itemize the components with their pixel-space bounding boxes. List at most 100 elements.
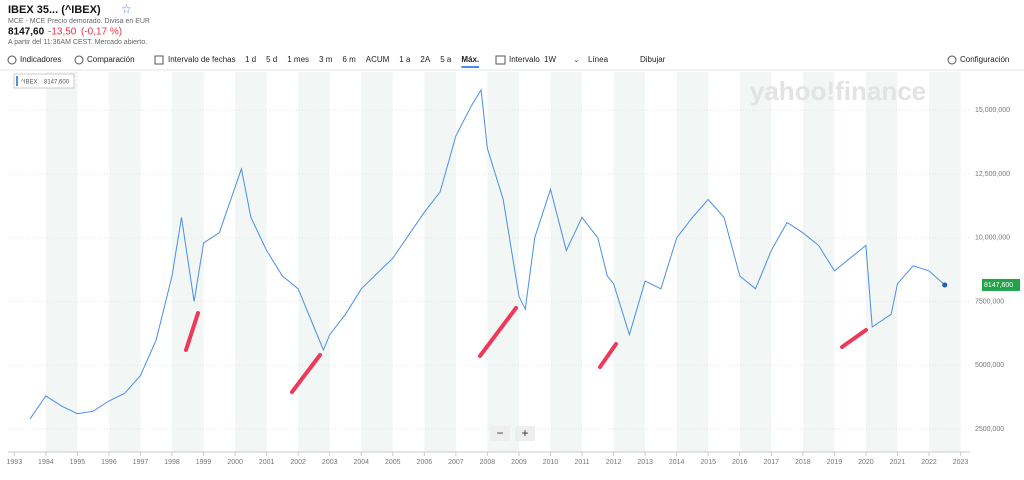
- range-button[interactable]: 2A: [420, 55, 430, 64]
- year-band: [235, 72, 267, 452]
- interval-value[interactable]: 1W: [544, 55, 556, 64]
- x-tick-label: 2014: [669, 459, 685, 466]
- x-tick-label: 2015: [700, 459, 716, 466]
- chart-type[interactable]: Línea: [588, 55, 609, 64]
- x-tick-label: 2004: [353, 459, 369, 466]
- year-band: [424, 72, 456, 452]
- x-tick-label: 2000: [227, 459, 243, 466]
- y-tick-label: 5000,000: [975, 362, 1004, 369]
- zoom-out-label: −: [496, 426, 503, 440]
- plot: 1993 1994 1995 1996 1997 1998 1999 2000 2001 2002…: [7, 72, 1020, 466]
- price-line: [29, 88, 946, 420]
- year-band: [676, 72, 709, 452]
- settings[interactable]: Configuración: [960, 55, 1009, 64]
- comparison[interactable]: Comparación: [87, 55, 135, 64]
- range-button[interactable]: 1 a: [399, 55, 411, 64]
- toolbar: Indicadores Comparación Intervalo de fec…: [7, 55, 1009, 68]
- change: -13,50: [48, 27, 77, 38]
- x-tick-label: 2011: [575, 459, 590, 466]
- x-tick-label: 2020: [858, 459, 874, 466]
- star[interactable]: ☆: [121, 2, 132, 16]
- year-band: [45, 72, 78, 452]
- legend-name: ^IBEX: [21, 80, 38, 86]
- year-band: [361, 72, 393, 452]
- interval[interactable]: Intervalo: [509, 55, 540, 64]
- annotation-arrow: [598, 342, 618, 369]
- year-band: [928, 72, 961, 452]
- range-button[interactable]: 1 d: [245, 55, 256, 64]
- range-button[interactable]: 5 a: [440, 55, 452, 64]
- year-band: [613, 72, 646, 452]
- x-tick-label: 1998: [164, 459, 180, 466]
- x-tick-label: 2017: [764, 459, 780, 466]
- x-tick-label: 2018: [795, 459, 811, 466]
- zoom-out[interactable]: [490, 426, 510, 441]
- icon: [7, 55, 17, 65]
- change-pct: (-0,17 %): [81, 27, 122, 38]
- range-button[interactable]: 1 mes: [287, 55, 309, 64]
- draw[interactable]: Dibujar: [640, 55, 666, 64]
- zoom-in-label: +: [521, 426, 528, 440]
- y-tick-label: 15,000,000: [975, 107, 1010, 114]
- x-tick-label: 2016: [732, 459, 748, 466]
- icon: [495, 55, 506, 65]
- annotation-arrow: [840, 328, 868, 349]
- x-tick-label: 1996: [101, 459, 117, 466]
- year-band: [865, 72, 898, 452]
- x-tick-label: 2001: [259, 459, 275, 466]
- price: 8147,60: [8, 27, 45, 38]
- timestamp: A partir del 11:36AM CEST. Mercado abier…: [8, 39, 147, 46]
- y-tick-label: 2500,000: [975, 426, 1004, 433]
- icon: [947, 55, 957, 65]
- x-tick-label: 1993: [7, 459, 23, 466]
- year-band: [550, 72, 583, 452]
- price-tag-label: 8147,600: [984, 282, 1013, 289]
- x-tick-label: 2019: [827, 459, 843, 466]
- indicators[interactable]: Indicadores: [20, 55, 61, 64]
- annotation-arrow: [290, 353, 322, 394]
- x-tick-label: 2021: [890, 459, 906, 466]
- icon: [74, 55, 84, 65]
- last-point: [942, 282, 948, 288]
- x-tick-label: 1995: [70, 459, 86, 466]
- year-band: [802, 72, 835, 452]
- x-tick-label: 2012: [606, 459, 622, 466]
- x-tick-label: 1999: [196, 459, 212, 466]
- x-tick-label: 2008: [480, 459, 496, 466]
- range-button[interactable]: Máx.: [461, 55, 479, 64]
- y-tick-label: 10,000,000: [975, 235, 1010, 242]
- title: IBEX 35... (^IBEX): [8, 4, 101, 16]
- range-button[interactable]: 6 m: [342, 55, 356, 64]
- ranges: 1 d 5 d 1 mes 3 m 6 m ACUM 1 a 2A 5 a Máx.: [245, 55, 480, 68]
- x-tick-label: 2006: [417, 459, 433, 466]
- legend-value: 8147,600: [44, 80, 70, 86]
- x-tick-label: 2022: [921, 459, 937, 466]
- legend: [13, 73, 75, 89]
- year-band: [487, 72, 519, 452]
- x-tick-label: 2005: [385, 459, 401, 466]
- y-tick-label: 12,500,000: [975, 171, 1010, 178]
- subtitle: MCE - MCE Precio demorado. Divisa en EUR: [8, 18, 150, 25]
- x-tick-label: 2007: [448, 459, 464, 466]
- x-tick-label: 1997: [133, 459, 149, 466]
- x-tick-label: 2002: [290, 459, 306, 466]
- year-band: [298, 72, 330, 452]
- x-tick-label: 2003: [322, 459, 338, 466]
- x-tick-label: 2009: [511, 459, 527, 466]
- range-button[interactable]: 3 m: [319, 55, 333, 64]
- price-tag: [982, 278, 1020, 291]
- zoom-in[interactable]: [515, 426, 535, 441]
- watermark: yahoo!finance: [750, 76, 926, 106]
- y-tick-label: 7500,000: [975, 298, 1004, 305]
- icon: [154, 55, 164, 65]
- icon: ⌄: [573, 55, 580, 64]
- x-tick-label: 2013: [637, 459, 653, 466]
- annotation-arrow: [478, 306, 518, 358]
- date-range[interactable]: Intervalo de fechas: [168, 55, 236, 64]
- range-button[interactable]: 5 d: [266, 55, 277, 64]
- range-button[interactable]: ACUM: [366, 55, 390, 64]
- annotation-arrow: [184, 311, 200, 352]
- year-band: [108, 72, 141, 452]
- x-tick-label: 2010: [543, 459, 559, 466]
